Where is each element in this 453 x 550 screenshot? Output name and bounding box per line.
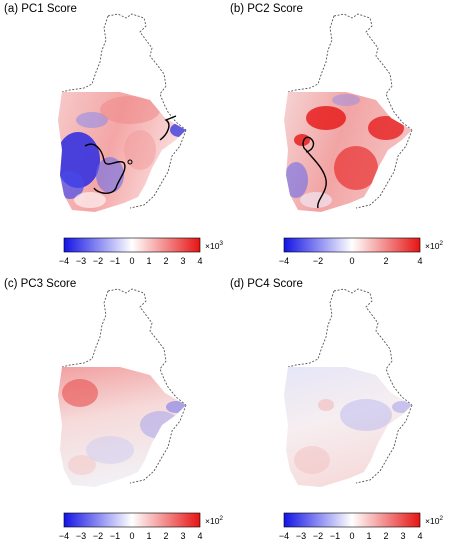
- colorbar-tick-label: 3: [180, 531, 185, 541]
- colorbar-tick-label: 0: [129, 531, 134, 541]
- colorbar-tick-label: −1: [110, 256, 120, 266]
- colorbar-tick-label: −1: [110, 531, 120, 541]
- colorbar-tick-label: −2: [93, 256, 103, 266]
- colorbar-tick-label: 1: [146, 256, 151, 266]
- panel-pc2: (b) PC2 Score ×102 −4 −2 0 2 4: [226, 0, 452, 275]
- colorbar-tick-label: −1: [330, 531, 340, 541]
- colorbar-pc1: ×103 −4 −3 −2 −1 0 1 2 3 4: [59, 237, 223, 266]
- map-pc1: [58, 13, 187, 212]
- colorbar-tick-label: 4: [417, 256, 422, 266]
- colorbar-tick-label: −3: [76, 531, 86, 541]
- contour-line: [302, 136, 327, 209]
- panel-title: (b) PC2 Score: [230, 3, 303, 15]
- panel-pc4: (d) PC4 Score ×102 −4 −3 −2 −1 0 1 2 3 4: [226, 275, 452, 550]
- panel-title: (c) PC3 Score: [4, 278, 77, 290]
- colorbar-gradient: [283, 512, 421, 528]
- colorbar-multiplier: ×102: [205, 515, 223, 526]
- colorbar-multiplier: ×102: [425, 515, 443, 526]
- panel-pc1: (a) PC1 Score ×103 −4−: [0, 0, 226, 275]
- colorbar-tick-label: −2: [313, 256, 323, 266]
- colorbar-tick-label: 4: [197, 256, 202, 266]
- colorbar-tick-label: 2: [163, 531, 168, 541]
- contour-line: [84, 143, 126, 194]
- colorbar-tick-label: 1: [366, 531, 371, 541]
- colorbar-tick-label: −4: [279, 531, 289, 541]
- colorbar-tick-label: 0: [349, 256, 354, 266]
- colorbar-pc3: ×102 −4 −3 −2 −1 0 1 2 3 4: [59, 512, 223, 541]
- colorbar-gradient: [63, 237, 201, 253]
- colorbar-tick-label: 2: [383, 256, 388, 266]
- colorbar-gradient: [63, 512, 201, 528]
- panel-pc3: (c) PC3 Score ×102 −4 −3 −2 −1 0 1 2 3 4: [0, 275, 226, 550]
- colorbar-pc4: ×102 −4 −3 −2 −1 0 1 2 3 4: [279, 512, 443, 541]
- colorbar-tick-label: −3: [76, 256, 86, 266]
- colorbar-tick-label: 2: [163, 256, 168, 266]
- colorbar-tick-label: −2: [313, 531, 323, 541]
- colorbar-multiplier: ×103: [205, 240, 223, 251]
- colorbar-tick-label: −2: [93, 531, 103, 541]
- panel-title: (d) PC4 Score: [230, 278, 303, 290]
- boundary-outline: [333, 13, 413, 131]
- colorbar-tick-label: 0: [349, 531, 354, 541]
- boundary-outline: [333, 288, 413, 406]
- colorbar-gradient: [283, 237, 421, 253]
- colorbar-tick-label: −4: [59, 256, 69, 266]
- colorbar-tick-label: −4: [279, 256, 289, 266]
- colorbar-tick-label: 4: [197, 531, 202, 541]
- panel-title: (a) PC1 Score: [4, 3, 77, 15]
- map-pc2: [284, 13, 413, 212]
- colorbar-tick-label: 3: [180, 256, 185, 266]
- colorbar-tick-label: 4: [417, 531, 422, 541]
- map-pc3: [58, 288, 187, 487]
- map-pc4: [284, 288, 413, 487]
- colorbar-tick-label: 3: [400, 531, 405, 541]
- boundary-outline: [107, 288, 187, 406]
- colorbar-pc2: ×102 −4 −2 0 2 4: [279, 237, 443, 266]
- colorbar-tick-label: 0: [129, 256, 134, 266]
- colorbar-tick-label: 2: [383, 531, 388, 541]
- colorbar-tick-label: −3: [296, 531, 306, 541]
- colorbar-tick-label: 1: [146, 531, 151, 541]
- boundary-outline: [107, 13, 187, 131]
- colorbar-multiplier: ×102: [425, 240, 443, 251]
- colorbar-tick-label: −4: [59, 531, 69, 541]
